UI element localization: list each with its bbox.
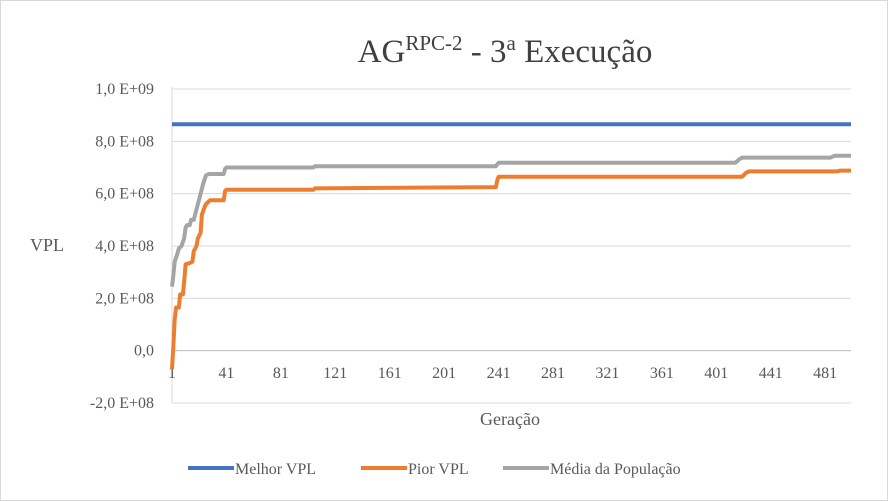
- title-end: Execução: [516, 34, 653, 70]
- legend-label: Melhor VPL: [235, 461, 316, 478]
- y-tick-label: 0,0: [134, 343, 154, 360]
- x-tick-label: 201: [432, 365, 456, 382]
- legend-label: Média da População: [550, 461, 681, 478]
- title-rest: - 3: [463, 34, 507, 70]
- x-tick-labels: 1 41 81 121 161 201 241 281 321 361 401 441 481: [168, 365, 837, 382]
- y-tick-label: 4,0 E+08: [95, 238, 154, 255]
- y-axis-label: VPL: [30, 235, 64, 255]
- gridlines: [171, 87, 851, 404]
- x-tick-label: 241: [487, 365, 511, 382]
- title-ordinal: a: [507, 31, 517, 55]
- title-superscript: RPC-2: [405, 31, 462, 55]
- x-tick-label: 281: [541, 365, 565, 382]
- x-tick-label: 321: [595, 365, 619, 382]
- x-tick-label: 401: [704, 365, 728, 382]
- x-tick-label: 81: [273, 365, 289, 382]
- x-tick-label: 481: [813, 365, 837, 382]
- x-tick-label: 1: [168, 365, 176, 382]
- series-line-pior-vpl: [170, 168, 851, 370]
- x-axis-label: Geração: [480, 409, 540, 429]
- x-tick-label: 361: [650, 365, 674, 382]
- series-line-média-da-população: [170, 153, 851, 287]
- chart-title: AGRPC-2 - 3a Execução: [358, 31, 653, 70]
- y-tick-label: -2,0 E+08: [90, 395, 154, 412]
- series-lines: [170, 122, 851, 370]
- x-tick-label: 441: [759, 365, 783, 382]
- y-tick-label: 6,0 E+08: [95, 186, 154, 203]
- title-main: AG: [358, 34, 406, 70]
- y-tick-label: 8,0 E+08: [95, 133, 154, 150]
- legend: Melhor VPL Pior VPL Média da População: [188, 461, 681, 478]
- y-tick-label: 2,0 E+08: [95, 290, 154, 307]
- y-tick-labels: 1,0 E+09 8,0 E+08 6,0 E+08 4,0 E+08 2,0 E+08…: [90, 81, 154, 412]
- y-tick-label: 1,0 E+09: [95, 81, 154, 98]
- x-tick-label: 41: [218, 365, 234, 382]
- legend-label: Pior VPL: [408, 461, 469, 478]
- x-tick-label: 161: [378, 365, 402, 382]
- x-tick-label: 121: [323, 365, 347, 382]
